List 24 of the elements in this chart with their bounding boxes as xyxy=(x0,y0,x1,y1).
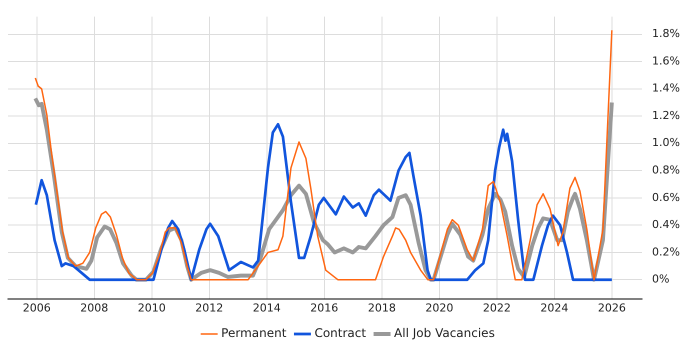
x-tick-label: 2022 xyxy=(482,301,511,314)
x-tick-label: 2020 xyxy=(425,301,454,314)
x-tick-label: 2016 xyxy=(310,301,338,314)
y-tick-label: 0.4% xyxy=(652,218,680,232)
legend-label: Permanent xyxy=(221,326,287,340)
y-tick-label: 1.0% xyxy=(652,136,680,150)
x-tick-label: 2010 xyxy=(138,301,166,314)
x-tick-label: 2024 xyxy=(540,301,568,314)
y-tick-label: 1.2% xyxy=(652,108,680,122)
y-tick-label: 0% xyxy=(652,272,670,286)
x-tick-label: 2006 xyxy=(22,301,51,314)
x-tick-label: 2008 xyxy=(80,301,108,314)
y-tick-label: 1.6% xyxy=(652,54,680,68)
y-tick-label: 0.2% xyxy=(652,245,680,258)
y-tick-label: 1.4% xyxy=(652,82,680,95)
y-tick-label: 0.6% xyxy=(652,190,680,204)
x-tick-label: 2018 xyxy=(368,301,396,314)
x-tick-label: 2012 xyxy=(195,301,224,314)
y-tick-label: 0.8% xyxy=(652,164,680,177)
legend-label: Contract xyxy=(314,326,366,340)
legend-label: All Job Vacancies xyxy=(394,326,495,340)
y-tick-label: 1.8% xyxy=(652,27,680,40)
x-tick-label: 2014 xyxy=(252,301,281,314)
x-tick-label: 2026 xyxy=(598,301,626,314)
